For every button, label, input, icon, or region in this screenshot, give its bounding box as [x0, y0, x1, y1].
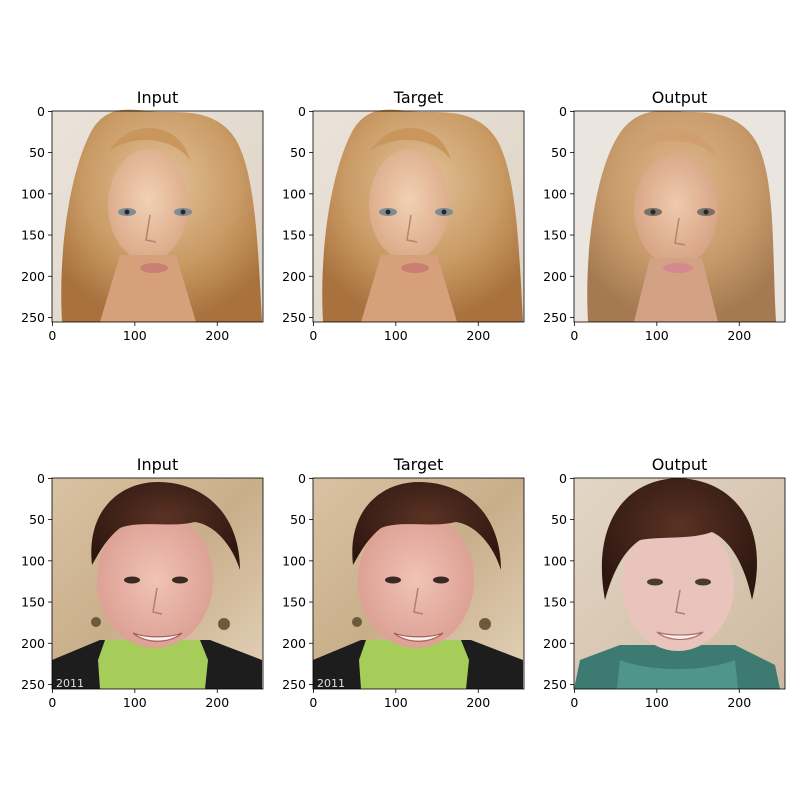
y-tick-label: 0 [559, 104, 567, 119]
panel-row2-input: 2011 [51, 477, 264, 690]
y-tick-label: 150 [282, 595, 306, 610]
watermark-text: 2011 [56, 677, 84, 690]
image-row1-target [313, 109, 524, 322]
y-tick-label: 200 [21, 269, 45, 284]
y-tick-label: 200 [282, 636, 306, 651]
y-tick-label: 0 [559, 471, 567, 486]
panel-title: Output [652, 455, 708, 474]
image-row1-input [52, 109, 263, 322]
y-tick-label: 50 [290, 512, 306, 527]
x-tick-label: 200 [466, 695, 490, 710]
x-tick-label: 200 [466, 328, 490, 343]
panel-row1-output [573, 110, 786, 323]
y-tick-label: 100 [282, 186, 306, 201]
x-tick-label: 100 [123, 695, 147, 710]
image-row1-output [574, 110, 785, 322]
y-tick-label: 0 [37, 104, 45, 119]
y-tick-label: 50 [551, 512, 567, 527]
y-tick-label: 200 [282, 269, 306, 284]
x-tick-label: 200 [727, 328, 751, 343]
figure-annotations: Input 0 100 200 0 50 100 150 200 250 Target 0 100 200… [21, 88, 751, 710]
y-tick-label: 0 [298, 104, 306, 119]
panel-title: Target [393, 88, 444, 107]
y-tick-label: 100 [21, 186, 45, 201]
watermark-text: 2011 [317, 677, 345, 690]
x-tick-label: 0 [48, 695, 56, 710]
x-tick-label: 200 [205, 328, 229, 343]
image-row2-input: 2011 [52, 478, 263, 690]
x-tick-label: 100 [645, 695, 669, 710]
x-tick-label: 0 [309, 328, 317, 343]
panel-row1-input [51, 109, 264, 323]
x-tick-label: 200 [727, 695, 751, 710]
y-tick-label: 50 [29, 145, 45, 160]
y-tick-label: 250 [282, 310, 306, 325]
y-tick-label: 100 [282, 553, 306, 568]
y-tick-label: 200 [21, 636, 45, 651]
x-tick-label: 100 [123, 328, 147, 343]
y-tick-label: 250 [543, 677, 567, 692]
x-tick-label: 0 [48, 328, 56, 343]
y-tick-label: 100 [543, 186, 567, 201]
y-tick-label: 150 [543, 595, 567, 610]
x-tick-label: 0 [570, 695, 578, 710]
y-tick-label: 250 [543, 310, 567, 325]
y-tick-label: 150 [543, 228, 567, 243]
y-tick-label: 200 [543, 636, 567, 651]
y-tick-label: 150 [21, 228, 45, 243]
panel-title: Output [652, 88, 708, 107]
y-tick-label: 0 [298, 471, 306, 486]
y-tick-label: 150 [282, 228, 306, 243]
y-tick-label: 250 [282, 677, 306, 692]
x-tick-label: 100 [384, 695, 408, 710]
y-tick-label: 150 [21, 595, 45, 610]
panel-row1-target [312, 109, 525, 323]
y-tick-label: 250 [21, 677, 45, 692]
panel-title: Target [393, 455, 444, 474]
x-tick-label: 0 [309, 695, 317, 710]
y-tick-label: 0 [37, 471, 45, 486]
x-tick-label: 200 [205, 695, 229, 710]
image-row2-output [574, 478, 785, 689]
x-tick-label: 100 [384, 328, 408, 343]
y-tick-label: 100 [543, 553, 567, 568]
panel-row2-output [573, 477, 786, 690]
y-tick-label: 50 [29, 512, 45, 527]
y-tick-label: 50 [551, 145, 567, 160]
panel-row2-target: 2011 [312, 477, 525, 690]
y-tick-label: 50 [290, 145, 306, 160]
image-row2-target: 2011 [313, 478, 524, 690]
y-tick-label: 200 [543, 269, 567, 284]
panel-title: Input [137, 455, 178, 474]
y-tick-label: 100 [21, 553, 45, 568]
x-tick-label: 0 [570, 328, 578, 343]
x-tick-label: 100 [645, 328, 669, 343]
panel-title: Input [137, 88, 178, 107]
y-tick-label: 250 [21, 310, 45, 325]
